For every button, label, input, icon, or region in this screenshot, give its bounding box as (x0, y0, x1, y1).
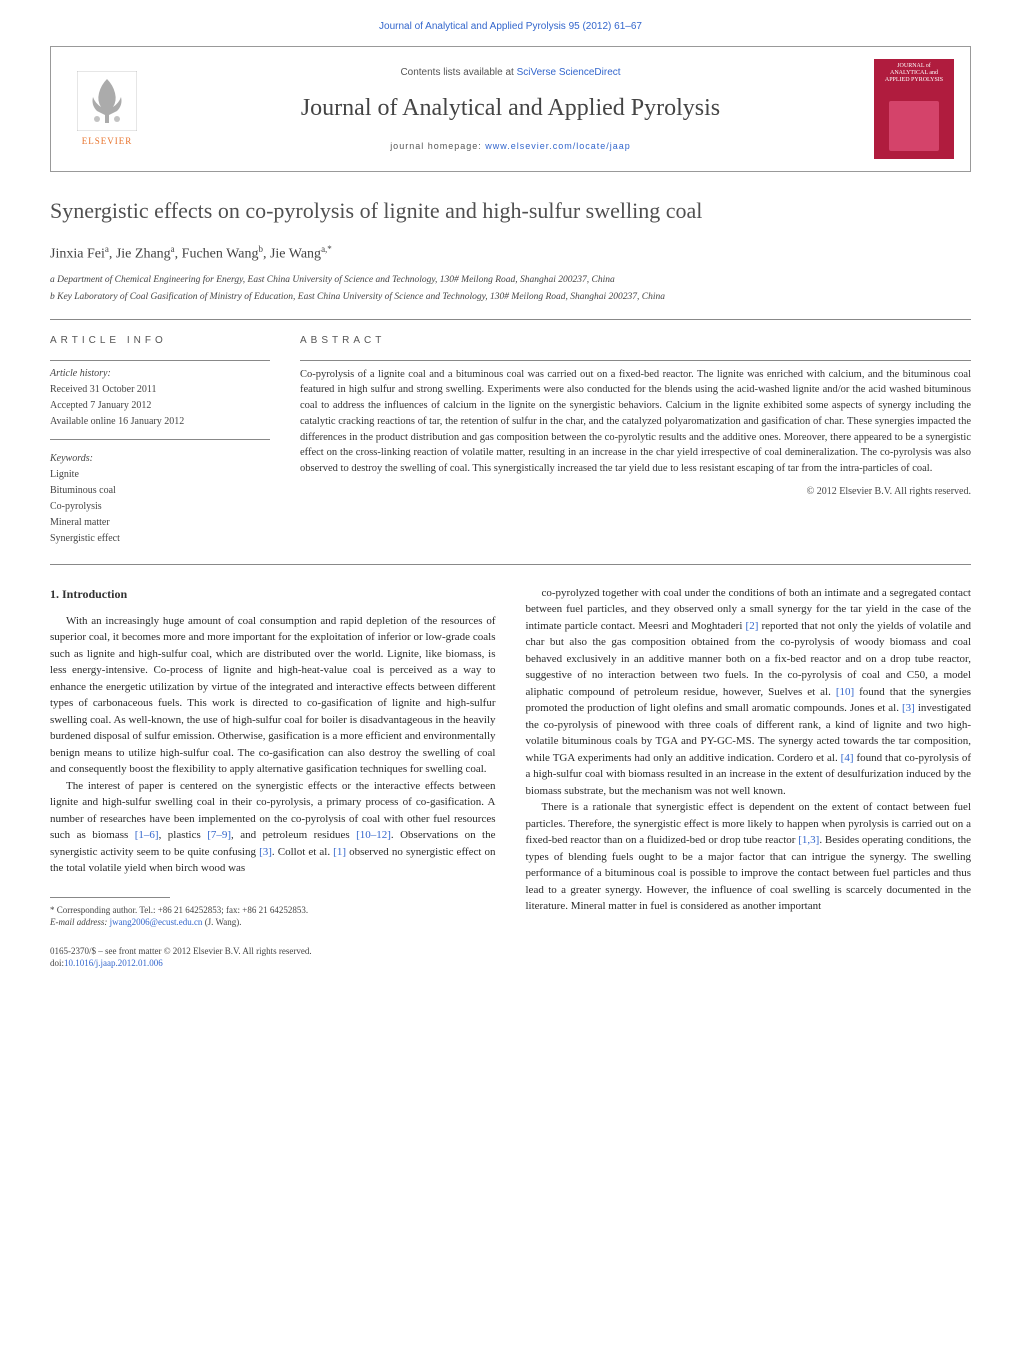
ref-link[interactable]: [7–9] (207, 829, 231, 841)
info-divider-2 (50, 439, 270, 440)
info-divider (50, 360, 270, 361)
journal-header: ELSEVIER Contents lists available at Sci… (50, 46, 971, 172)
top-citation: Journal of Analytical and Applied Pyroly… (50, 20, 971, 34)
ref-link[interactable]: [1,3] (798, 834, 819, 846)
body-paragraph: The interest of paper is centered on the… (50, 778, 496, 877)
sciencedirect-link[interactable]: SciVerse ScienceDirect (517, 67, 621, 78)
divider (50, 319, 971, 320)
ref-link[interactable]: [3] (902, 702, 915, 714)
abstract-copyright: © 2012 Elsevier B.V. All rights reserved… (300, 485, 971, 499)
abstract-column: ABSTRACT Co-pyrolysis of a lignite coal … (300, 334, 971, 548)
corresponding-footnote: * Corresponding author. Tel.: +86 21 642… (50, 904, 496, 917)
cover-image-icon (889, 101, 939, 151)
email-label: E-mail address: (50, 917, 110, 927)
body-paragraph: There is a rationale that synergistic ef… (526, 799, 972, 915)
article-info: ARTICLE INFO Article history: Received 3… (50, 334, 270, 548)
info-abstract-row: ARTICLE INFO Article history: Received 3… (50, 334, 971, 548)
keywords-label: Keywords: (50, 452, 270, 466)
email-link[interactable]: jwang2006@ecust.edu.cn (110, 917, 203, 927)
abstract-divider (300, 360, 971, 361)
intro-heading: 1. Introduction (50, 585, 496, 603)
issn-line: 0165-2370/$ – see front matter © 2012 El… (50, 945, 496, 958)
contents-prefix: Contents lists available at (400, 67, 516, 78)
divider-2 (50, 564, 971, 565)
right-column: co-pyrolyzed together with coal under th… (526, 585, 972, 970)
ref-link[interactable]: [1–6] (135, 829, 159, 841)
elsevier-tree-icon (77, 71, 137, 131)
keyword: Co-pyrolysis (50, 500, 270, 514)
history-item: Received 31 October 2011 (50, 383, 270, 397)
keyword: Mineral matter (50, 516, 270, 530)
doi-link[interactable]: 10.1016/j.jaap.2012.01.006 (64, 958, 163, 968)
body-paragraph: co-pyrolyzed together with coal under th… (526, 585, 972, 800)
authors-line: Jinxia Feia, Jie Zhanga, Fuchen Wangb, J… (50, 243, 971, 264)
journal-cover-thumbnail: JOURNAL of ANALYTICAL and APPLIED PYROLY… (874, 59, 954, 159)
contents-available: Contents lists available at SciVerse Sci… (167, 66, 854, 80)
keyword: Lignite (50, 468, 270, 482)
keyword: Synergistic effect (50, 532, 270, 546)
affiliation: a Department of Chemical Engineering for… (50, 274, 971, 287)
email-footnote: E-mail address: jwang2006@ecust.edu.cn (… (50, 916, 496, 929)
elsevier-logo: ELSEVIER (67, 64, 147, 154)
cover-title: JOURNAL of ANALYTICAL and APPLIED PYROLY… (878, 63, 950, 85)
doi-line: doi:10.1016/j.jaap.2012.01.006 (50, 957, 496, 970)
journal-title: Journal of Analytical and Applied Pyroly… (167, 92, 854, 126)
affiliation: b Key Laboratory of Coal Gasification of… (50, 291, 971, 304)
ref-link[interactable]: [10] (836, 686, 854, 698)
homepage-prefix: journal homepage: (390, 141, 485, 151)
email-suffix: (J. Wang). (202, 917, 241, 927)
ref-link[interactable]: [2] (746, 620, 759, 632)
history-item: Accepted 7 January 2012 (50, 399, 270, 413)
article-info-label: ARTICLE INFO (50, 334, 270, 348)
doi-prefix: doi: (50, 958, 64, 968)
body-paragraph: With an increasingly huge amount of coal… (50, 613, 496, 778)
ref-link[interactable]: [3] (259, 846, 272, 858)
abstract-label: ABSTRACT (300, 334, 971, 348)
journal-homepage: journal homepage: www.elsevier.com/locat… (167, 140, 854, 153)
left-column: 1. Introduction With an increasingly hug… (50, 585, 496, 970)
homepage-link[interactable]: www.elsevier.com/locate/jaap (485, 141, 631, 151)
history-item: Available online 16 January 2012 (50, 415, 270, 429)
article-title: Synergistic effects on co-pyrolysis of l… (50, 196, 971, 227)
history-label: Article history: (50, 367, 270, 381)
ref-link[interactable]: [10–12] (356, 829, 391, 841)
keyword: Bituminous coal (50, 484, 270, 498)
bottom-info: 0165-2370/$ – see front matter © 2012 El… (50, 945, 496, 970)
elsevier-label: ELSEVIER (82, 135, 133, 148)
footnote-divider (50, 897, 170, 898)
ref-link[interactable]: [1] (333, 846, 346, 858)
header-center: Contents lists available at SciVerse Sci… (147, 66, 874, 152)
ref-link[interactable]: [4] (841, 752, 854, 764)
abstract-text: Co-pyrolysis of a lignite coal and a bit… (300, 367, 971, 477)
body-columns: 1. Introduction With an increasingly hug… (50, 585, 971, 970)
